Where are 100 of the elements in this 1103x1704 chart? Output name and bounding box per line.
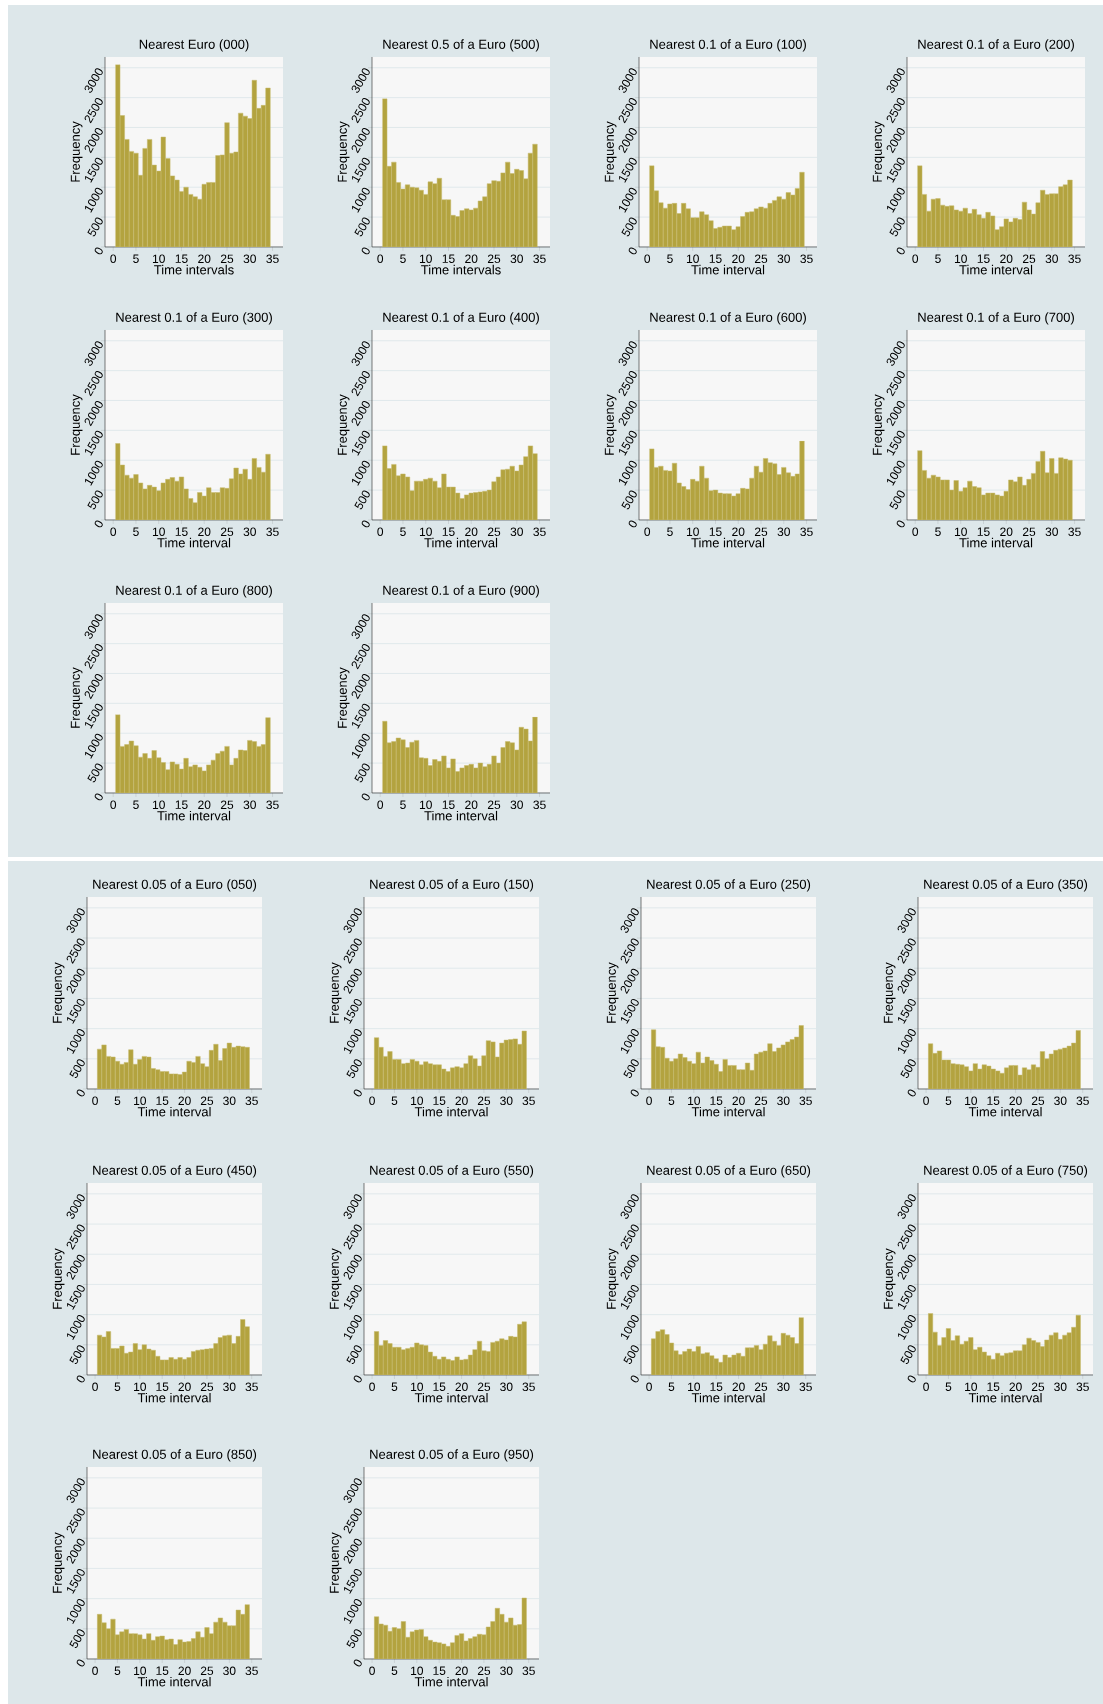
x-tick-label: 5 — [945, 1096, 952, 1105]
y-axis-title: Frequency — [337, 121, 350, 182]
chart-title: Nearest 0.05 of a Euro (950) — [370, 1449, 534, 1462]
y-tick-label: 0 — [628, 247, 637, 255]
x-tick-label: 10 — [419, 800, 432, 810]
x-tick-label: 15 — [156, 1096, 169, 1105]
x-axis-title: Time interval — [691, 1106, 765, 1117]
x-tick-label: 0 — [110, 527, 117, 537]
y-tick-label: 500 — [623, 1345, 639, 1365]
x-axis-title: Time interval — [137, 1392, 211, 1403]
x-tick-label: 30 — [500, 1382, 513, 1392]
y-axis-title: Frequency — [606, 962, 619, 1023]
x-tick-label: 30 — [510, 527, 523, 537]
x-axis-title: Time interval — [157, 537, 231, 548]
x-tick-label: 15 — [175, 800, 188, 809]
x-tick-label: 10 — [152, 527, 165, 537]
y-axis-title: Frequency — [604, 394, 617, 455]
x-tick-label: 10 — [965, 1382, 978, 1392]
x-tick-label: 35 — [245, 1096, 258, 1106]
x-tick-label: 20 — [455, 1096, 468, 1106]
x-tick-label: 15 — [442, 527, 455, 536]
x-axis-title: Time interval — [691, 264, 765, 275]
chart-title: Nearest 0.1 of a Euro (400) — [383, 312, 539, 325]
chart-title: Nearest 0.05 of a Euro (850) — [93, 1449, 257, 1462]
x-tick-label: 35 — [245, 1666, 258, 1676]
x-tick-label: 25 — [477, 1096, 491, 1106]
x-tick-label: 15 — [433, 1666, 446, 1675]
chart-title: Nearest 0.05 of a Euro (150) — [370, 879, 534, 892]
y-tick-label: 0 — [76, 1375, 85, 1383]
x-tick-label: 15 — [710, 1382, 723, 1391]
x-tick-label: 35 — [522, 1382, 535, 1392]
x-tick-label: 25 — [1031, 1382, 1045, 1392]
x-tick-label: 5 — [114, 1666, 121, 1675]
y-axis-title: Frequency — [337, 667, 350, 728]
x-tick-label: 15 — [709, 254, 722, 263]
x-tick-label: 5 — [114, 1382, 121, 1391]
x-tick-label: 0 — [646, 1382, 652, 1392]
x-tick-label: 10 — [954, 254, 967, 263]
x-tick-label: 30 — [1045, 527, 1058, 537]
y-tick-label: 500 — [621, 217, 637, 237]
x-tick-label: 30 — [1054, 1382, 1067, 1392]
x-tick-label: 35 — [522, 1666, 535, 1676]
x-tick-label: 15 — [977, 527, 990, 536]
y-axis-title: Frequency — [883, 962, 896, 1023]
x-axis-title: Time interval — [691, 537, 765, 548]
x-tick-label: 15 — [709, 527, 722, 536]
x-tick-label: 5 — [400, 800, 406, 809]
y-tick-label: 0 — [361, 247, 370, 255]
x-axis-title: Time interval — [968, 1392, 1042, 1403]
x-tick-label: 5 — [114, 1096, 121, 1105]
y-tick-label: 500 — [87, 763, 103, 783]
x-tick-label: 0 — [110, 800, 117, 810]
chart-title: Nearest 0.05 of a Euro (050) — [93, 879, 257, 892]
y-tick-label: 0 — [628, 520, 637, 528]
chart-title: Nearest 0.1 of a Euro (800) — [116, 585, 272, 598]
chart-title: Nearest 0.1 of a Euro (700) — [918, 312, 1074, 325]
x-tick-label: 0 — [644, 527, 651, 537]
x-tick-label: 10 — [686, 254, 699, 263]
chart-title: Nearest 0.05 of a Euro (450) — [93, 1165, 257, 1178]
x-tick-label: 5 — [945, 1382, 952, 1391]
x-axis-title: Time interval — [414, 1676, 488, 1687]
chart-title: Nearest 0.05 of a Euro (250) — [647, 879, 811, 892]
x-tick-label: 20 — [198, 254, 211, 263]
x-tick-label: 5 — [400, 527, 406, 536]
x-tick-label: 20 — [198, 527, 211, 537]
x-tick-label: 35 — [1076, 1382, 1089, 1392]
x-tick-label: 25 — [220, 527, 234, 537]
y-tick-label: 0 — [361, 520, 370, 528]
x-tick-label: 20 — [455, 1382, 468, 1392]
x-tick-label: 10 — [411, 1666, 424, 1676]
y-axis-title: Frequency — [872, 121, 885, 182]
x-tick-label: 10 — [419, 254, 432, 263]
x-tick-label: 35 — [245, 1382, 258, 1392]
y-tick-label: 0 — [907, 1089, 916, 1097]
y-tick-label: 0 — [630, 1089, 639, 1097]
chart-title: Nearest 0.05 of a Euro (750) — [924, 1165, 1088, 1178]
y-axis-title: Frequency — [52, 1248, 65, 1309]
y-tick-label: 500 — [900, 1059, 916, 1079]
y-axis-title: Frequency — [883, 1248, 896, 1309]
chart-title: Nearest 0.1 of a Euro (200) — [918, 39, 1074, 52]
x-tick-label: 35 — [522, 1096, 535, 1106]
x-tick-label: 20 — [178, 1096, 191, 1106]
x-axis-title: Time intervals — [421, 264, 501, 275]
y-tick-label: 0 — [76, 1659, 85, 1667]
y-axis-title: Frequency — [872, 394, 885, 455]
x-tick-label: 5 — [391, 1096, 398, 1105]
x-tick-label: 35 — [1076, 1096, 1089, 1106]
y-tick-label: 500 — [346, 1345, 362, 1365]
x-tick-label: 25 — [487, 800, 501, 810]
chart-title: Nearest 0.5 of a Euro (500) — [383, 39, 539, 52]
x-tick-label: 20 — [732, 527, 745, 537]
x-tick-label: 25 — [200, 1382, 214, 1392]
x-tick-label: 5 — [667, 254, 673, 263]
x-tick-label: 20 — [1009, 1096, 1022, 1106]
x-tick-label: 10 — [134, 1666, 147, 1676]
x-tick-label: 15 — [987, 1096, 1000, 1105]
x-tick-label: 30 — [777, 527, 790, 537]
x-tick-label: 30 — [243, 527, 256, 537]
x-tick-label: 20 — [1000, 254, 1013, 263]
y-tick-label: 0 — [94, 247, 103, 255]
